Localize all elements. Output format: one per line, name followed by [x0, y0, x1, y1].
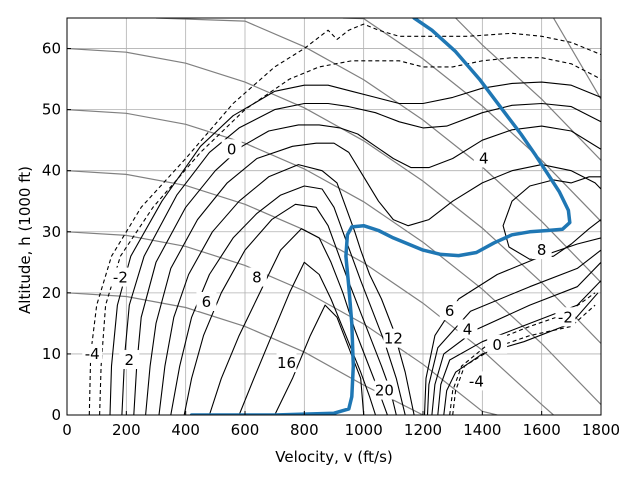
energy-curve — [552, 18, 601, 100]
contour-label: -2 — [558, 308, 573, 326]
y-tick-label: 30 — [42, 223, 61, 241]
contour-label: 12 — [384, 330, 403, 348]
contour-label-bg — [457, 319, 478, 339]
contour-label: 20 — [375, 382, 394, 400]
energy-curve — [67, 47, 601, 344]
contour-label: 6 — [202, 293, 212, 311]
contour-line — [133, 124, 601, 415]
energy-curve — [67, 231, 498, 415]
x-tick-label: 1800 — [582, 421, 620, 439]
contour-line — [145, 142, 601, 415]
x-tick-label: 0 — [62, 421, 72, 439]
plot-frame — [66, 17, 602, 416]
contour-label: 8 — [537, 241, 547, 259]
contour-label-bg — [82, 343, 103, 363]
energy-curve — [67, 170, 554, 415]
x-axis-label: Velocity, v (ft/s) — [275, 448, 393, 466]
grid-lines — [66, 18, 602, 416]
x-tick-label: 1600 — [523, 421, 561, 439]
y-axis-label: Altitude, h (1000 ft) — [16, 166, 34, 314]
contour-label: -2 — [113, 269, 128, 287]
contour-line — [208, 228, 388, 415]
contour-line — [437, 280, 601, 415]
x-tick-label: 1200 — [404, 421, 442, 439]
contour-label-bg — [383, 328, 404, 348]
contour-label-bg — [110, 267, 131, 287]
contour-lines — [88, 23, 601, 415]
contour-label: 6 — [445, 302, 455, 320]
y-tick-label: 40 — [42, 162, 61, 180]
energy-curve — [155, 18, 601, 283]
contour-line — [121, 102, 601, 415]
contour-line — [109, 81, 601, 415]
y-tick-label: 10 — [42, 345, 61, 363]
contour-line — [426, 249, 601, 415]
contour-label-bg — [555, 307, 576, 327]
trajectory-path — [189, 18, 572, 415]
energy-curve — [67, 292, 424, 415]
x-tick-label: 800 — [290, 421, 319, 439]
contour-label: 4 — [463, 320, 473, 338]
contour-label-bg — [276, 353, 297, 373]
y-tick-label: 20 — [42, 284, 61, 302]
contour-label: -4 — [469, 372, 484, 390]
energy-curve — [455, 18, 601, 161]
contour-label: 0 — [492, 336, 502, 354]
contour-label: -4 — [85, 345, 100, 363]
energy-curve — [67, 109, 601, 406]
contour-label-bg — [119, 350, 140, 370]
x-tick-label: 600 — [231, 421, 260, 439]
contour-label: 2 — [125, 351, 135, 369]
trajectory-line — [189, 18, 572, 415]
x-tick-label: 1400 — [463, 421, 501, 439]
contour-line — [238, 261, 377, 415]
contour-line — [158, 164, 415, 415]
contour-label-bg — [473, 148, 494, 168]
x-tick-label: 1000 — [345, 421, 383, 439]
contour-label: 4 — [479, 149, 489, 167]
contour-line — [423, 237, 601, 415]
x-tick-label: 400 — [171, 421, 200, 439]
contour-label-bg — [246, 267, 267, 287]
y-tick-label: 0 — [51, 406, 61, 424]
contour-label-bg — [487, 334, 508, 354]
contour-label-bg — [466, 371, 487, 391]
contour-line — [99, 57, 601, 415]
axis-ticks: 0 200 400 600 800 1000 1200 1400 1600 18000102030… — [42, 40, 620, 439]
contour-label: 0 — [227, 140, 237, 158]
contour-label: 16 — [277, 354, 296, 372]
contour-line — [502, 176, 601, 260]
contour-label-bg — [531, 240, 552, 260]
contour-label-bg — [439, 301, 460, 321]
x-tick-label: 200 — [112, 421, 141, 439]
contour-label-bg — [196, 292, 217, 312]
contour-label-bg — [221, 139, 242, 159]
contour-line — [183, 203, 397, 415]
y-tick-label: 50 — [42, 101, 61, 119]
contour-line — [170, 185, 406, 415]
contour-label-bg — [374, 380, 395, 400]
contour-line — [88, 23, 601, 415]
energy-curves — [67, 18, 601, 415]
contour-label: 8 — [252, 269, 262, 287]
y-tick-label: 60 — [42, 40, 61, 58]
